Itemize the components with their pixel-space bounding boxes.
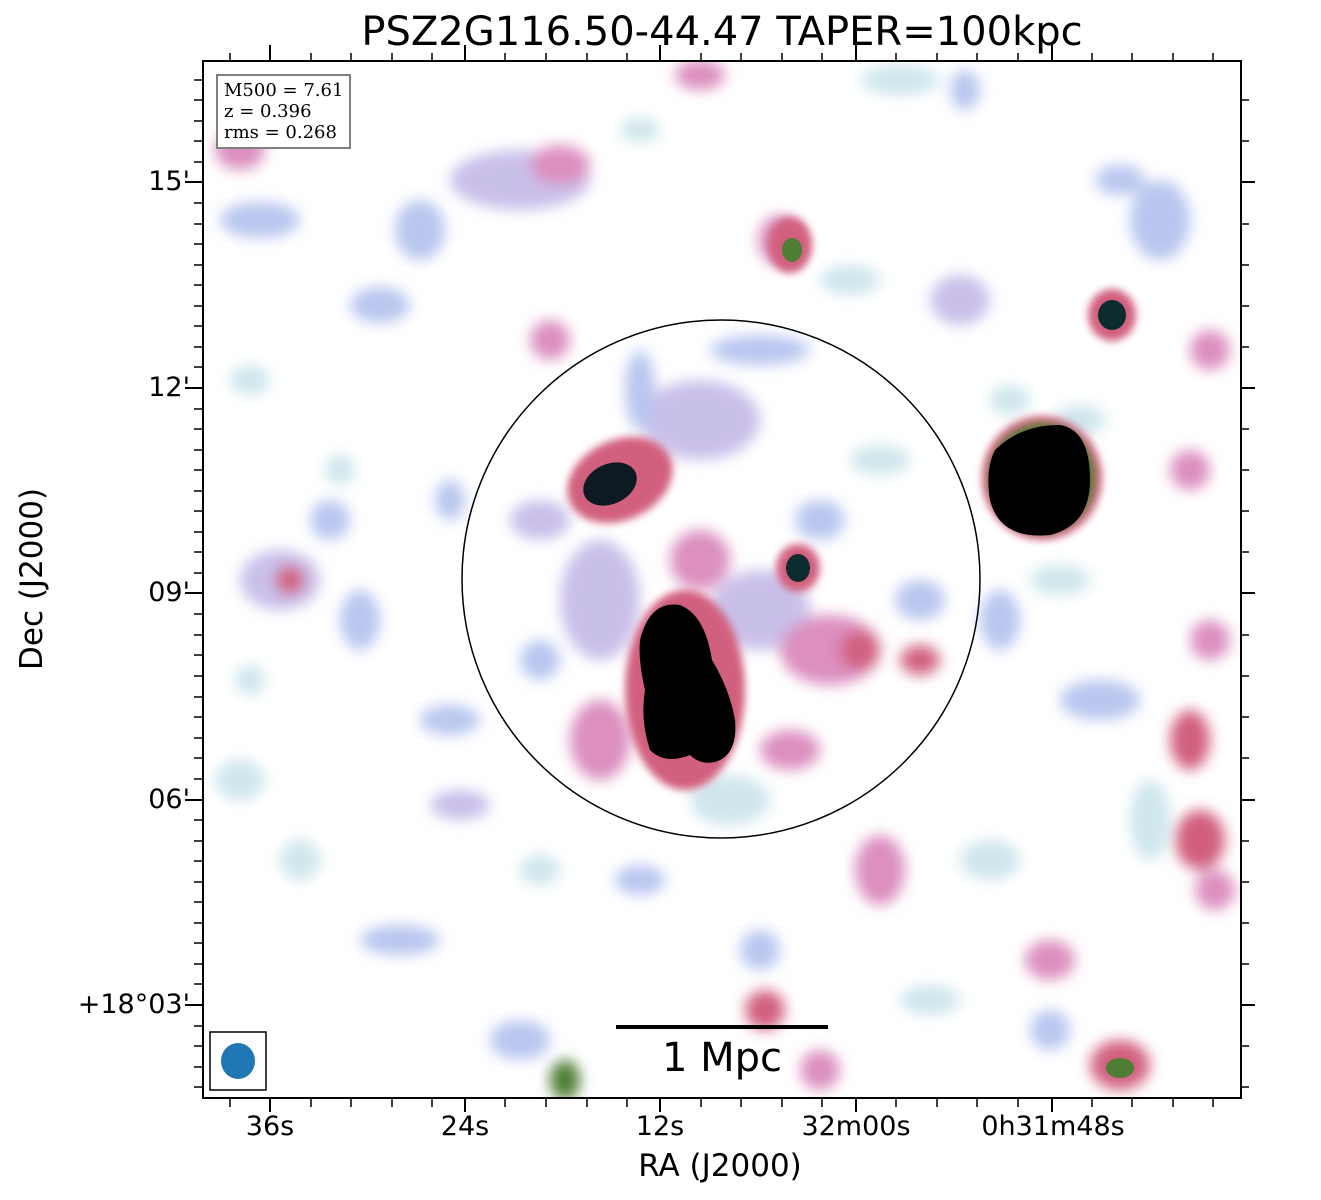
bright-cores <box>583 238 1134 1078</box>
x-tick-label: 32m00s <box>801 1111 911 1142</box>
map-title: PSZ2G116.50-44.47 TAPER=100kpc <box>361 9 1083 55</box>
x-minor-ticks <box>229 53 1214 1107</box>
plot-frame <box>202 60 1242 1099</box>
y-axis-title: Dec (J2000) <box>14 487 50 670</box>
y-minor-ticks <box>194 79 1249 1088</box>
r500-circle <box>461 319 981 839</box>
y-tick-label: 06' <box>148 784 190 815</box>
x-ticks <box>269 45 1053 1112</box>
x-tick-label: 36s <box>245 1111 295 1142</box>
scalebar-label: 1 Mpc <box>661 1035 783 1081</box>
rms-text: rms = 0.268 <box>224 122 337 143</box>
y-tick-label: 09' <box>148 577 190 608</box>
noise-layer <box>215 61 1235 1098</box>
x-tick-label: 0h31m48s <box>981 1111 1125 1142</box>
x-tick-label: 12s <box>635 1111 685 1142</box>
mass-text: M500 = 7.61 <box>224 80 344 101</box>
y-tick-label: 12' <box>148 372 190 403</box>
x-axis-title: RA (J2000) <box>638 1148 802 1184</box>
y-ticks <box>185 181 1255 1006</box>
redshift-text: z = 0.396 <box>224 101 312 122</box>
beam-indicator <box>209 1031 267 1091</box>
y-tick-label: +18°03' <box>77 989 190 1020</box>
beam-ellipse <box>221 1043 255 1079</box>
y-tick-label: 15' <box>148 166 190 197</box>
x-tick-label: 24s <box>440 1111 490 1142</box>
info-box: M500 = 7.61 z = 0.396 rms = 0.268 <box>216 74 352 149</box>
